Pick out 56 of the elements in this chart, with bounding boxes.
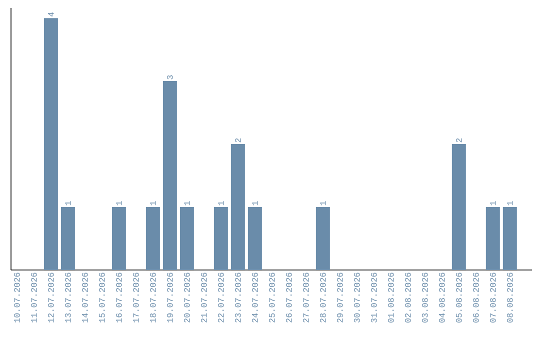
- data-label: 1: [184, 201, 190, 206]
- x-tick-label: 03.08.2026: [422, 272, 428, 322]
- data-label: 3: [167, 75, 173, 80]
- bar: [452, 144, 466, 270]
- data-label: 1: [65, 201, 71, 206]
- x-tick-label: 08.08.2026: [507, 272, 513, 322]
- x-tick-label: 28.07.2026: [320, 272, 326, 322]
- x-tick-label: 27.07.2026: [303, 272, 309, 322]
- x-tick-label: 07.08.2026: [490, 272, 496, 322]
- data-label: 1: [150, 201, 156, 206]
- x-tick-label: 17.07.2026: [133, 272, 139, 322]
- bar: [214, 207, 228, 270]
- x-tick-label: 05.08.2026: [456, 272, 462, 322]
- data-label: 2: [456, 138, 462, 142]
- x-tick-label: 25.07.2026: [269, 272, 275, 322]
- x-tick-label: 14.07.2026: [82, 272, 88, 322]
- x-tick-label: 24.07.2026: [252, 272, 258, 322]
- data-label: 1: [252, 201, 258, 206]
- bar: [230, 144, 245, 270]
- data-label: 4: [48, 12, 54, 16]
- x-tick-label: 16.07.2026: [116, 272, 122, 322]
- data-label: 1: [218, 201, 224, 206]
- bar: [486, 207, 500, 270]
- bar: [146, 207, 160, 270]
- bar: [248, 207, 262, 270]
- bar: [44, 18, 58, 270]
- bar: [162, 81, 177, 270]
- bar: [180, 207, 194, 270]
- x-tick-label: 15.07.2026: [99, 272, 105, 322]
- x-tick-label: 21.07.2026: [201, 272, 207, 322]
- x-tick-label: 06.08.2026: [473, 272, 479, 322]
- x-tick-label: 01.08.2026: [388, 272, 394, 322]
- bar: [60, 207, 75, 270]
- bar: [112, 207, 126, 270]
- x-tick-label: 10.07.2026: [14, 272, 20, 322]
- data-label: 1: [490, 201, 496, 206]
- data-label: 2: [235, 138, 241, 142]
- data-label: 1: [507, 201, 513, 206]
- x-tick-label: 26.07.2026: [286, 272, 292, 322]
- bar: [502, 207, 517, 270]
- x-tick-label: 04.08.2026: [439, 272, 445, 322]
- x-tick-label: 11.07.2026: [31, 272, 37, 322]
- x-tick-label: 12.07.2026: [48, 272, 54, 322]
- x-tick-label: 19.07.2026: [167, 272, 173, 322]
- x-tick-label: 18.07.2026: [150, 272, 156, 322]
- data-label: 1: [116, 201, 122, 206]
- x-tick-label: 20.07.2026: [184, 272, 190, 322]
- data-label: 1: [320, 201, 326, 206]
- x-tick-label: 13.07.2026: [65, 272, 71, 322]
- x-tick-label: 31.07.2026: [371, 272, 377, 322]
- bar: [316, 207, 330, 270]
- x-tick-label: 29.07.2026: [337, 272, 343, 322]
- x-tick-label: 02.08.2026: [405, 272, 411, 322]
- x-tick-label: 23.07.2026: [235, 272, 241, 322]
- x-tick-label: 22.07.2026: [218, 272, 224, 322]
- x-tick-label: 30.07.2026: [354, 272, 360, 322]
